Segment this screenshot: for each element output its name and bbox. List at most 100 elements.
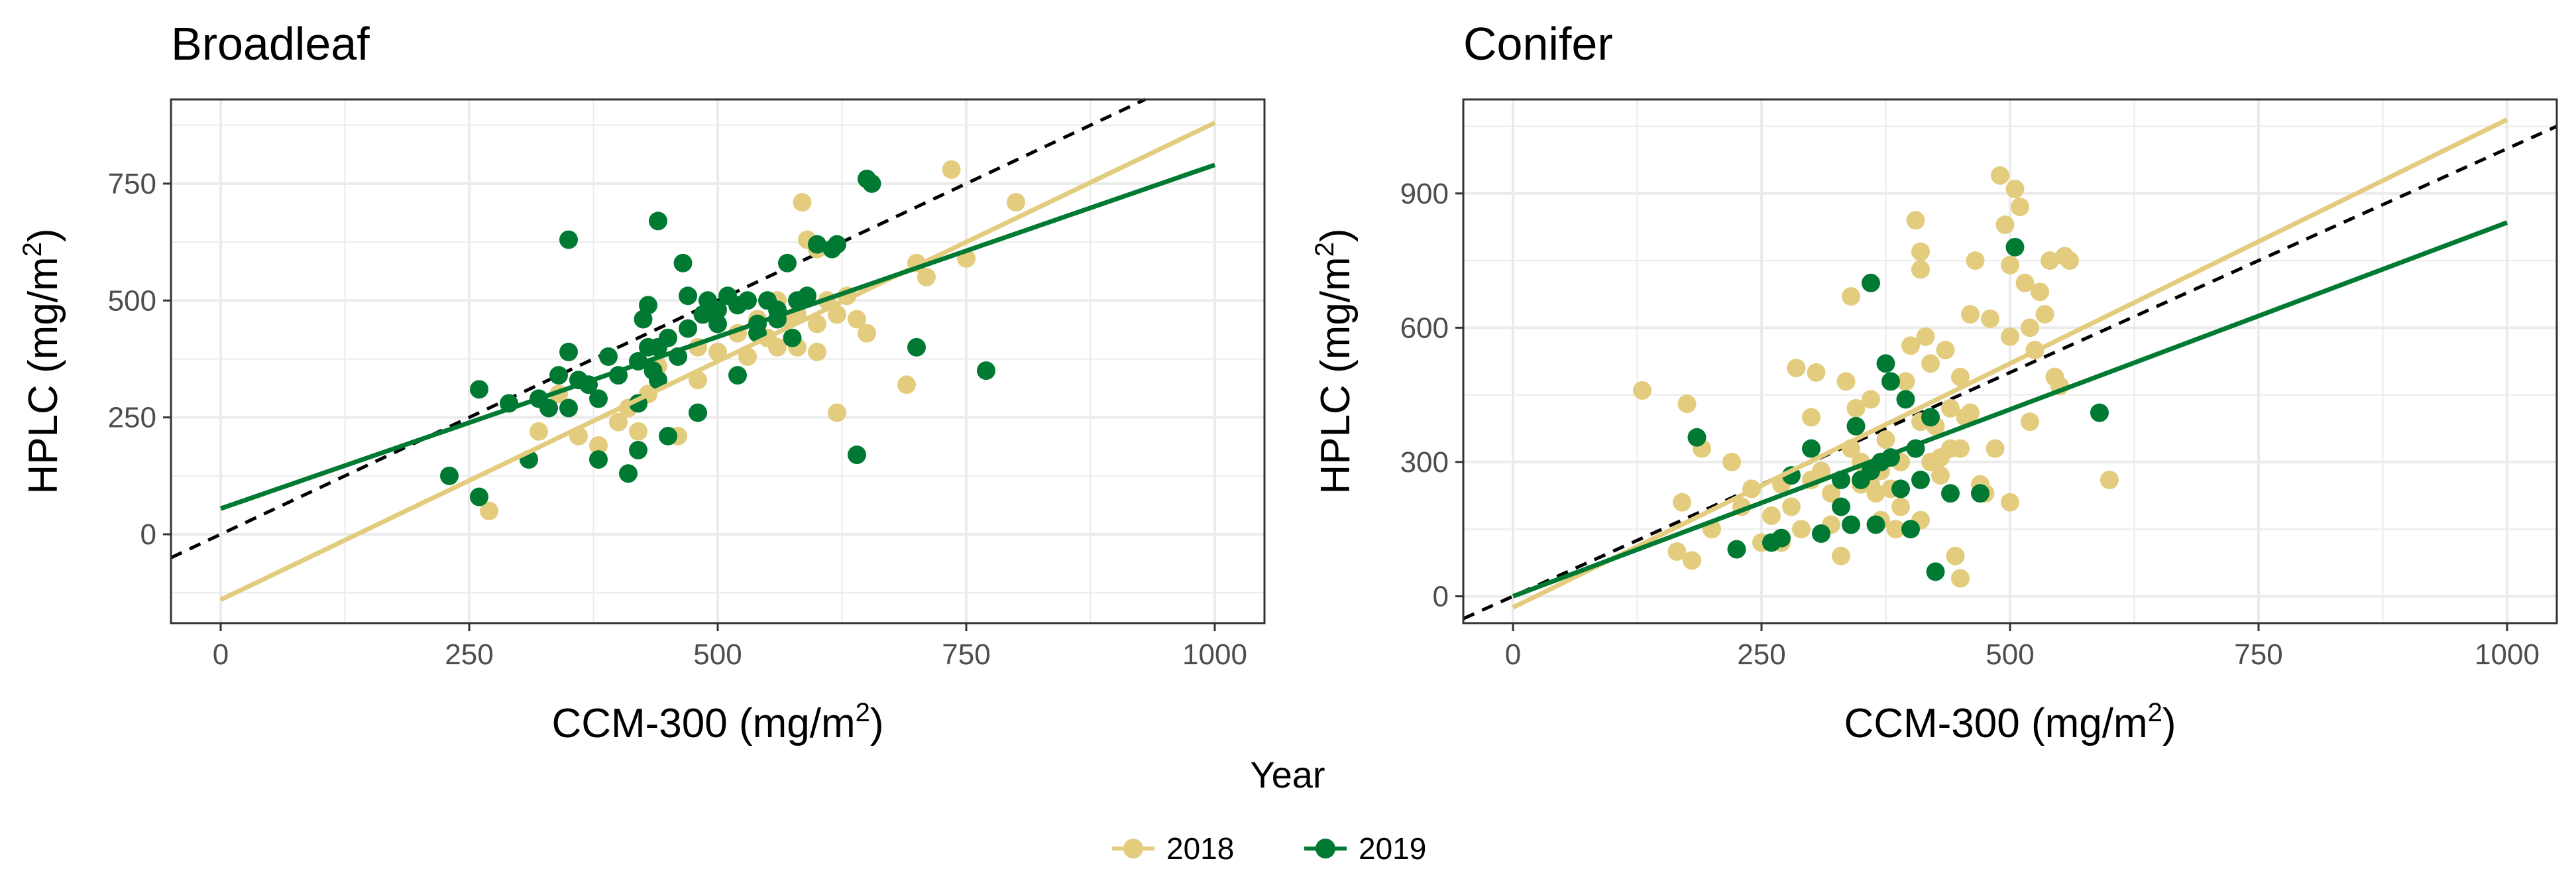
data-point-2019 — [673, 253, 693, 272]
legend-entry-2018: 2018 — [1112, 831, 1234, 866]
data-point-2018 — [2021, 318, 2039, 337]
data-point-2018 — [738, 347, 757, 366]
data-point-2018 — [1921, 452, 1940, 471]
data-point-2019 — [808, 235, 826, 254]
fit-lines — [1512, 117, 2508, 610]
data-point-2019 — [2005, 237, 2025, 257]
data-point-2019 — [599, 347, 618, 366]
data-point-2018 — [2011, 198, 2029, 217]
data-point-2018 — [1633, 381, 1652, 400]
y-axis-title: HPLC (mg/m2) — [1310, 228, 1359, 494]
data-point-2018 — [1961, 403, 1980, 422]
data-point-2019 — [549, 366, 568, 385]
data-point-2019 — [1921, 408, 1940, 427]
data-point-2019 — [977, 361, 995, 381]
grid — [1463, 99, 2557, 623]
data-point-2018 — [1683, 551, 1701, 570]
data-point-2019 — [693, 305, 712, 324]
data-point-2018 — [480, 501, 498, 520]
data-point-2018 — [1991, 166, 2009, 185]
panel-title: Broadleaf — [171, 18, 370, 70]
data-points — [440, 160, 1025, 520]
x-tick-label: 1000 — [2475, 638, 2540, 671]
x-tick-label: 750 — [2234, 638, 2282, 671]
data-point-2018 — [1961, 305, 1980, 324]
data-point-2018 — [1951, 569, 1970, 588]
data-point-2019 — [1842, 515, 1860, 534]
y-tick-label: 750 — [108, 168, 156, 200]
y-axis-title: HPLC (mg/m2) — [18, 228, 66, 494]
data-point-2018 — [1782, 497, 1801, 516]
data-point-2018 — [1673, 493, 1691, 512]
data-point-2018 — [1966, 251, 1985, 270]
data-point-2018 — [2015, 273, 2035, 292]
data-point-2019 — [619, 464, 638, 483]
data-point-2018 — [2031, 282, 2049, 302]
data-point-2019 — [778, 253, 797, 272]
data-point-2018 — [2100, 470, 2119, 489]
data-point-2018 — [2001, 493, 2019, 512]
one-to-one-reference-line — [1462, 125, 2558, 620]
data-point-2018 — [808, 314, 826, 333]
data-point-2019 — [589, 450, 608, 469]
data-point-2019 — [639, 296, 657, 315]
data-point-2018 — [1762, 506, 1781, 525]
data-point-2019 — [1881, 372, 1900, 391]
data-point-2018 — [828, 305, 846, 324]
x-axis-title: CCM-300 (mg/m2) — [551, 698, 883, 746]
fit-line-2018 — [1512, 117, 2508, 610]
data-point-2018 — [1807, 363, 1826, 382]
data-point-2018 — [942, 160, 961, 179]
y-tick-label: 0 — [1433, 580, 1449, 613]
axis-ticks: 0 250 500 750 1000 0 300 600 900 — [1400, 178, 2540, 671]
data-point-2019 — [634, 310, 653, 329]
data-point-2018 — [1667, 542, 1687, 561]
data-point-2019 — [1802, 439, 1820, 458]
data-point-2018 — [1722, 452, 1741, 471]
data-point-2018 — [1677, 394, 1697, 414]
data-point-2018 — [1836, 372, 1856, 391]
legend: Year 2018 2019 — [1112, 754, 1426, 866]
data-point-2019 — [783, 328, 802, 347]
data-point-2019 — [1941, 484, 1960, 503]
data-point-2018 — [2005, 180, 2025, 199]
data-point-2018 — [808, 342, 826, 361]
one-to-one-line — [170, 97, 1147, 560]
x-axis-title: CCM-300 (mg/m2) — [1844, 698, 2176, 746]
data-point-2019 — [1846, 416, 1866, 436]
x-tick-label: 0 — [213, 638, 229, 671]
legend-title: Year — [1250, 754, 1325, 796]
x-tick-label: 250 — [445, 638, 493, 671]
data-point-2018 — [1916, 327, 1935, 346]
data-point-2019 — [828, 235, 846, 254]
data-point-2019 — [559, 342, 578, 361]
data-point-2018 — [1842, 287, 1860, 306]
data-point-2018 — [858, 324, 876, 343]
data-point-2018 — [1931, 466, 1950, 485]
data-point-2018 — [1901, 336, 1920, 355]
data-point-2019 — [1901, 520, 1920, 539]
data-point-2018 — [848, 310, 866, 329]
data-point-2019 — [470, 487, 488, 506]
data-point-2019 — [679, 319, 697, 338]
data-point-2018 — [2001, 327, 2019, 346]
data-point-2018 — [1832, 546, 1850, 565]
data-point-2019 — [1832, 497, 1850, 516]
data-point-2019 — [589, 389, 608, 408]
data-point-2019 — [1926, 562, 1945, 581]
data-point-2019 — [848, 445, 866, 465]
data-point-2018 — [2021, 412, 2039, 432]
data-point-2018 — [1896, 372, 1915, 391]
data-point-2019 — [1911, 470, 1930, 489]
data-point-2019 — [907, 337, 926, 357]
data-point-2018 — [2035, 305, 2054, 324]
data-point-2018 — [1906, 211, 1925, 230]
data-point-2019 — [649, 211, 667, 231]
data-point-2019 — [1971, 484, 1989, 503]
data-point-2019 — [649, 371, 667, 390]
data-point-2018 — [1846, 398, 1866, 418]
data-point-2019 — [1866, 515, 1885, 534]
axis-ticks: 0 250 500 750 1000 0 250 500 750 — [108, 168, 1247, 671]
data-point-2018 — [1951, 367, 1970, 386]
